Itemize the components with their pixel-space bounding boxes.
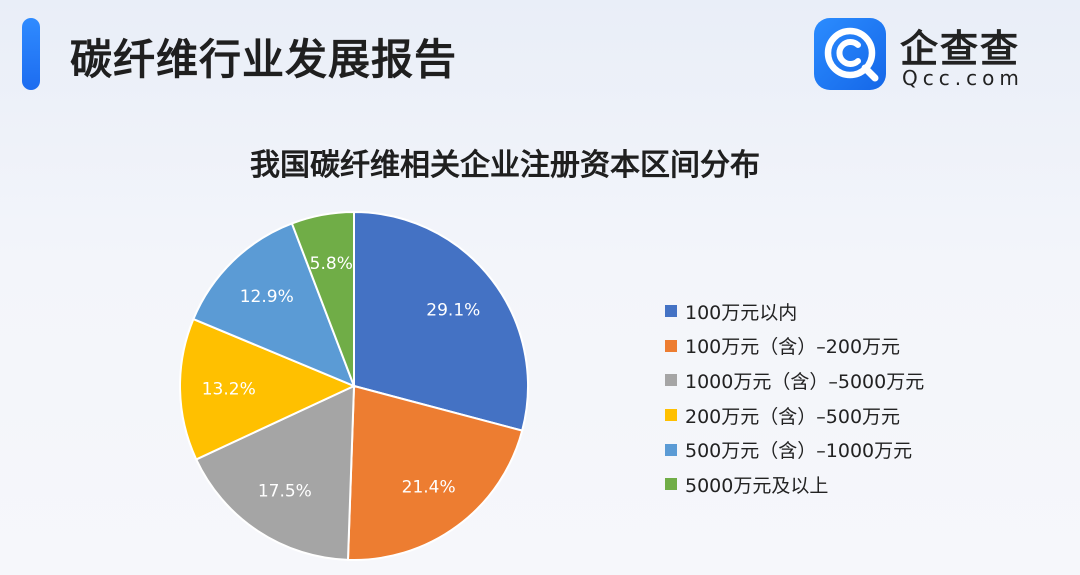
legend-label: 5000万元及以上: [685, 474, 829, 497]
logo-name: 企查查: [900, 27, 1021, 71]
legend-swatch: [665, 339, 677, 352]
pie-slice-label-100-200: 21.4%: [402, 478, 456, 498]
pie-slice-200-500: [179, 317, 357, 461]
legend-swatch: [665, 443, 677, 456]
legend-swatch: [665, 305, 677, 318]
legend-label: 1000万元（含）–5000万元: [685, 370, 925, 393]
legend-label: 100万元以内: [685, 301, 798, 324]
legend-item-100-200: 100万元（含）–200万元: [665, 329, 995, 364]
qcc-magnifier-logo-icon: [814, 18, 886, 90]
legend-item-200-500: 200万元（含）–500万元: [665, 398, 995, 433]
pie-slice-1000-5000: [194, 384, 356, 561]
legend-item-1000-5000: 1000万元（含）–5000万元: [665, 363, 995, 398]
pie-chart: 29.1% 21.4% 17.5% 13.2% 12.9% 5.8%: [172, 204, 536, 568]
chart-legend: 100万元以内 100万元（含）–200万元 1000万元（含）–5000万元 200…: [665, 294, 995, 502]
pie-slice-label-over-5000: 5.8%: [310, 254, 353, 274]
legend-item-over-5000: 5000万元及以上: [665, 467, 995, 502]
legend-swatch: [665, 409, 677, 422]
legend-item-500-1000: 500万元（含）–1000万元: [665, 432, 995, 467]
legend-swatch: [665, 374, 677, 387]
pie-slice-100-200: [346, 384, 524, 561]
legend-item-under-100: 100万元以内: [665, 294, 995, 329]
pie-slice-under-100: [353, 210, 529, 432]
legend-swatch: [665, 478, 677, 491]
pie-slice-label-under-100: 29.1%: [426, 301, 480, 321]
legend-label: 200万元（含）–500万元: [685, 405, 901, 428]
pie-slice-label-500-1000: 12.9%: [240, 287, 294, 307]
logo-domain: Qcc.com: [902, 66, 1024, 90]
title-accent-bar: [22, 18, 40, 90]
report-title: 碳纤维行业发展报告: [70, 35, 458, 84]
chart-title: 我国碳纤维相关企业注册资本区间分布: [250, 148, 760, 183]
qcc-logo: 企查查 Qcc.com: [814, 18, 1054, 94]
pie-slice-over-5000: [290, 210, 355, 387]
pie-slice-label-200-500: 13.2%: [202, 380, 256, 400]
legend-label: 500万元（含）–1000万元: [685, 440, 913, 463]
legend-label: 100万元（含）–200万元: [685, 336, 901, 359]
pie-slice-label-1000-5000: 17.5%: [258, 481, 312, 501]
pie-slice-500-1000: [192, 222, 356, 388]
pie-chart-svg: 29.1% 21.4% 17.5% 13.2% 12.9% 5.8%: [179, 210, 529, 561]
